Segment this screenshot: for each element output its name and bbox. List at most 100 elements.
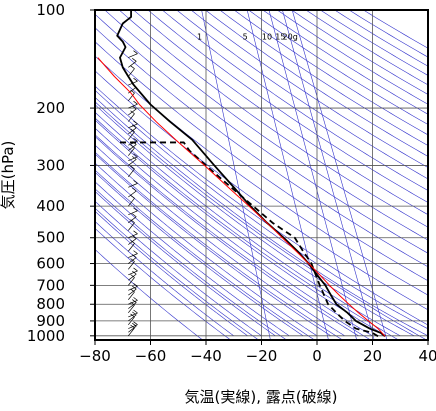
wind-barb-staff xyxy=(128,277,135,286)
wind-barb-staff xyxy=(128,222,135,231)
dry-adiabat-line xyxy=(95,207,259,340)
wind-barb-flag xyxy=(133,100,138,105)
dry-adiabat-line xyxy=(147,10,428,203)
wind-barb-flag xyxy=(133,309,138,314)
parcel-profile-line xyxy=(97,57,386,337)
wind-barb-flag xyxy=(130,65,135,69)
dry-adiabat-line xyxy=(95,134,371,340)
wind-barb xyxy=(128,165,135,177)
moist-adiabat-line xyxy=(95,111,401,337)
y-tick-label: 1000 xyxy=(27,327,65,345)
wind-barb-staff xyxy=(128,53,138,58)
x-tick-label: 40 xyxy=(418,347,436,365)
dry-adiabat-line xyxy=(133,10,428,216)
wind-barb-staff xyxy=(128,286,138,291)
dry-adiabat-line xyxy=(95,13,428,254)
wind-barb-flag xyxy=(133,138,138,142)
wind-barb xyxy=(128,309,138,318)
wind-barb xyxy=(128,110,135,122)
wind-barb-staff xyxy=(128,324,138,329)
wind-barb xyxy=(128,267,138,276)
mixing-ratio-label: 15 xyxy=(275,32,285,41)
wind-barb-flag xyxy=(133,250,138,254)
wind-barb-staff xyxy=(128,156,138,161)
wind-barb-staff xyxy=(128,61,137,68)
wind-barbs xyxy=(128,50,138,337)
dry-adiabat-line xyxy=(190,10,428,168)
wind-barb-flag xyxy=(133,321,138,325)
dry-adiabat-line xyxy=(319,10,428,76)
moist-adiabat-line xyxy=(95,89,428,330)
wind-barb-staff xyxy=(128,312,138,318)
background-lines xyxy=(95,10,428,340)
wind-barb-staff xyxy=(128,113,135,122)
wind-barb xyxy=(128,311,137,322)
wind-barb xyxy=(128,187,137,198)
moist-adiabat-line xyxy=(95,210,248,337)
moist-adiabat-line xyxy=(95,96,428,337)
wind-barb-staff xyxy=(128,198,135,207)
wind-barb-staff xyxy=(128,103,138,109)
wind-barb xyxy=(128,50,138,58)
x-tick-label: −20 xyxy=(246,347,278,365)
grid xyxy=(95,10,428,340)
wind-barb-staff xyxy=(128,216,137,224)
wind-barb-staff xyxy=(128,257,137,264)
dry-adiabat-line xyxy=(95,70,428,311)
dewpoint-profile-line xyxy=(117,141,379,338)
wind-barb-staff xyxy=(128,183,138,188)
wind-barb-staff xyxy=(128,314,137,322)
wind-barb-flag xyxy=(133,297,138,301)
y-tick-label: 700 xyxy=(36,276,65,294)
wind-barb-flag xyxy=(132,254,137,258)
y-axis-label: 気圧(hPa) xyxy=(0,141,17,210)
dry-adiabat-line xyxy=(95,101,427,340)
wind-barb-staff xyxy=(128,325,137,333)
wind-barb xyxy=(128,213,137,224)
x-axis-label: 気温(実線), 露点(破線) xyxy=(185,388,338,406)
wind-barb xyxy=(128,219,135,231)
wind-barb-flag xyxy=(133,120,138,125)
dry-adiabat-line xyxy=(305,10,428,86)
y-tick-label: 900 xyxy=(36,312,65,330)
moist-adiabat-line xyxy=(95,171,304,337)
dry-adiabat-line xyxy=(233,10,428,136)
wind-barb xyxy=(128,58,137,68)
dry-adiabat-line xyxy=(95,227,231,340)
wind-barb xyxy=(128,297,138,305)
wind-barb-flag xyxy=(133,180,138,184)
wind-barb-staff xyxy=(128,253,138,258)
wind-barb xyxy=(128,89,135,102)
moist-adiabat-line xyxy=(95,153,332,337)
dry-adiabat-line xyxy=(204,10,428,157)
wind-barb-staff xyxy=(128,327,135,337)
wind-barb-flag xyxy=(130,110,135,115)
moist-adiabat-line xyxy=(95,162,318,337)
wind-barb-flag xyxy=(133,230,138,235)
wind-barb-flag xyxy=(133,50,138,54)
wind-barb-staff xyxy=(128,304,135,314)
wind-barb-staff xyxy=(128,291,135,300)
wind-barb-flag xyxy=(130,240,135,244)
temperature-profile-line xyxy=(116,10,386,337)
moist-adiabat-line xyxy=(95,221,234,337)
series-group xyxy=(97,10,386,338)
y-tick-label: 100 xyxy=(36,1,65,19)
wind-barb-staff xyxy=(128,144,137,151)
mixing-ratio-label: 20g xyxy=(283,32,298,41)
wind-barb xyxy=(128,120,138,129)
wind-barb-staff xyxy=(128,131,135,140)
moist-adiabat-line xyxy=(95,127,373,337)
x-tick-label: 20 xyxy=(363,347,382,365)
wind-barb xyxy=(128,250,138,258)
mixing-ratio-label: 10 xyxy=(262,32,272,41)
wind-barb-flag xyxy=(130,195,135,199)
wind-barb xyxy=(128,230,138,239)
wind-barb-flag xyxy=(133,77,138,82)
mixing-ratio-line xyxy=(201,10,271,340)
wind-barb-staff xyxy=(128,261,135,270)
wind-barb-flag xyxy=(130,89,135,94)
moist-adiabat-line xyxy=(95,181,290,337)
